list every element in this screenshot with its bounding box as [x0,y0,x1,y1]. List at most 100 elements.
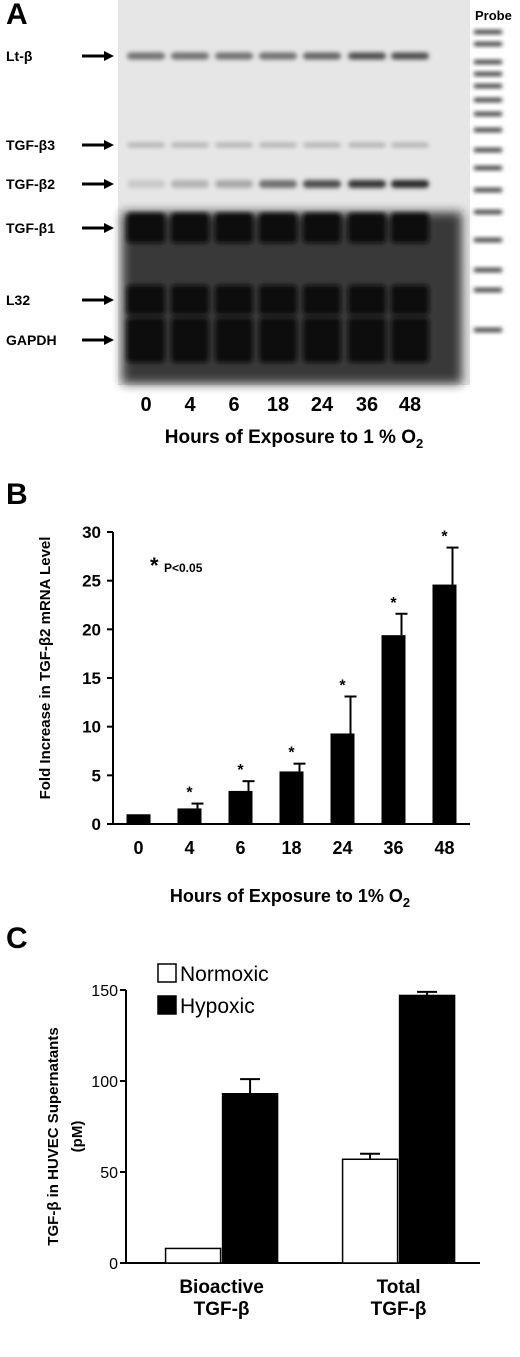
gel-band [259,180,297,188]
bar [341,1158,399,1264]
lane-label: 36 [356,394,378,416]
x-axis-label: Hours of Exposure to 1% O2 [170,886,410,910]
x-tick-label: Total [377,1277,421,1298]
probe-ladder-band [474,42,502,46]
gel-band [171,142,209,148]
y-tick-label: 25 [82,572,101,591]
gel-band [391,285,429,315]
gel-band [215,213,253,243]
y-tick-label: 150 [91,983,118,1000]
gel-band [303,317,341,363]
gel-band [391,213,429,243]
band-label: TGF-β3 [6,137,55,153]
gel-band [171,52,209,60]
gel-band [171,180,209,188]
legend-label: Hypoxic [180,995,255,1018]
gel-band [391,52,429,60]
probe-ladder-band [474,166,502,170]
lane-label: 0 [140,394,151,416]
gel-band [171,317,209,363]
gel-band [348,285,386,315]
x-tick-label: 24 [332,838,352,858]
probe-ladder-band [474,112,502,116]
gel-band [127,180,165,188]
bar [221,1092,279,1264]
probe-ladder-band [474,72,502,76]
band-label: Lt-β [6,48,33,64]
band-label: TGF-β1 [6,220,55,236]
gel-band [127,142,165,148]
probe-ladder-band [474,210,502,214]
gel-band [303,142,341,148]
bar [330,733,355,824]
x-tick-label: TGF-β [194,1299,250,1320]
annotation-marker: * [150,553,159,578]
gel-band [348,142,386,148]
gel-panel: Probe Lt-β TGF-β3 TGF-β2 TGF-β1 L32 GAPDH 0 4 6 18… [6,0,512,451]
gel-band [348,52,386,60]
x-tick-label: TGF-β [371,1299,427,1320]
probe-ladder-band [474,60,502,64]
y-tick-label: 0 [92,815,101,834]
x-tick-label: 48 [434,838,454,858]
bar [228,790,253,824]
probe-ladder-band [474,328,502,332]
gel-band [127,52,165,60]
significance-marker: * [288,745,295,762]
probe-ladder-band [474,288,502,292]
significance-marker: * [339,677,346,694]
gel-band [171,213,209,243]
lane-label: 24 [311,394,334,416]
y-axis-label: TGF-β in HUVEC Supernatants [45,1027,62,1245]
significance-marker: * [186,785,193,802]
probe-ladder-band [474,128,502,132]
gel-band [215,142,253,148]
gel-band [215,285,253,315]
band-arrow-head [104,335,114,345]
probe-ladder-band [474,238,502,242]
bar [177,808,202,824]
tgf-beta-supernatant-chart: 050100150BioactiveTGF-βTotalTGF-βNormoxi… [45,963,480,1320]
significance-marker: * [390,595,397,612]
probe-ladder-band [474,30,502,34]
band-arrow-head [104,140,114,150]
legend-swatch [157,995,177,1015]
significance-marker: * [441,529,448,546]
gel-band [215,180,253,188]
bar [398,994,456,1264]
y-tick-label: 15 [82,669,101,688]
band-label: GAPDH [6,332,57,348]
significance-marker: * [237,762,244,779]
lane-label: 18 [267,394,289,416]
y-tick-label: 20 [82,620,101,639]
x-tick-label: 0 [133,838,143,858]
gel-band [259,142,297,148]
legend-label: Normoxic [180,963,269,986]
gel-band [215,317,253,363]
lane-label: 4 [184,394,196,416]
y-axis-label: (pM) [69,1121,86,1153]
x-tick-label: Bioactive [179,1277,263,1298]
band-arrow-head [104,223,114,233]
gel-band [303,213,341,243]
gel-x-axis-label: Hours of Exposure to 1 % O2 [165,427,424,451]
y-tick-label: 50 [100,1165,118,1182]
x-tick-label: 4 [184,838,194,858]
gel-band [348,213,386,243]
bar [126,814,151,824]
legend-swatch [157,963,177,983]
gel-band [171,285,209,315]
probe-ladder-band [474,98,502,102]
x-tick-label: 18 [281,838,301,858]
band-label: TGF-β2 [6,176,55,192]
gel-band [391,317,429,363]
gel-band [259,285,297,315]
gel-band [215,52,253,60]
gel-band [303,180,341,188]
lane-label: 6 [228,394,239,416]
annotation-text: P<0.05 [164,561,203,575]
gel-band [259,317,297,363]
bar [164,1247,222,1264]
x-tick-label: 36 [383,838,403,858]
gel-band [259,213,297,243]
